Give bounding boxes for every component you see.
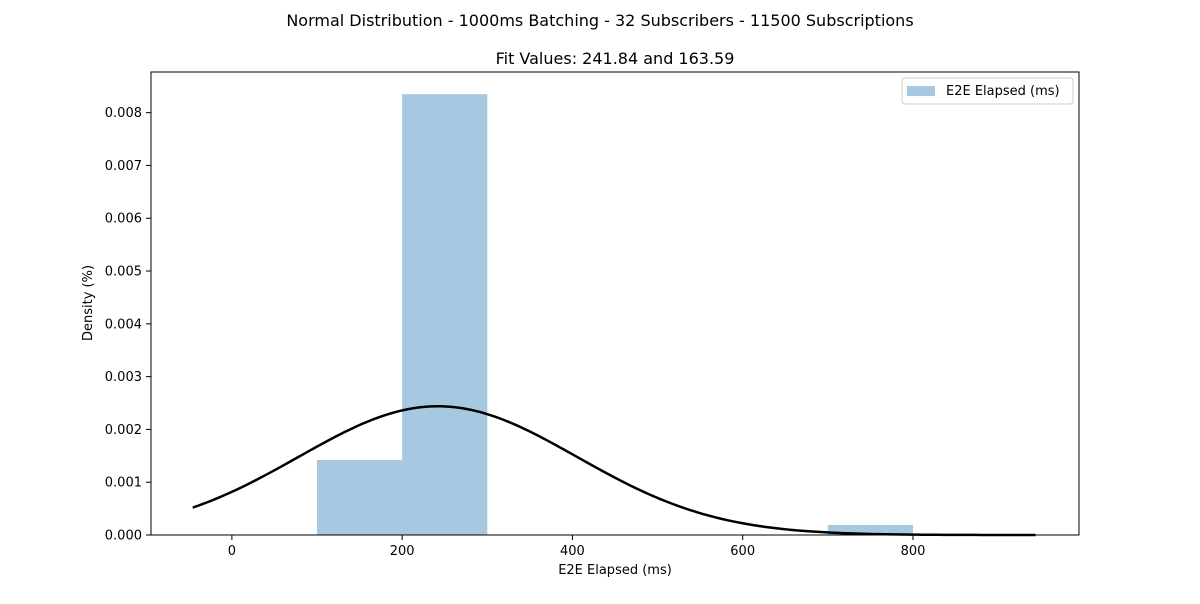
y-tick-label: 0.008	[105, 106, 142, 121]
x-tick-label: 0	[228, 544, 236, 559]
chart-suptitle: Normal Distribution - 1000ms Batching - …	[286, 11, 913, 30]
y-tick-label: 0.003	[105, 370, 142, 385]
y-tick-label: 0.000	[105, 529, 142, 544]
y-tick-label: 0.001	[105, 476, 142, 491]
y-axis-label: Density (%)	[81, 265, 96, 341]
legend-label: E2E Elapsed (ms)	[946, 84, 1060, 99]
chart-title: Fit Values: 241.84 and 163.59	[496, 49, 735, 68]
histogram-bar	[317, 460, 402, 535]
y-tick-label: 0.004	[105, 317, 142, 332]
x-tick-label: 200	[390, 544, 415, 559]
y-tick-label: 0.006	[105, 212, 142, 227]
y-tick-label: 0.007	[105, 159, 142, 174]
x-tick-label: 600	[730, 544, 755, 559]
x-tick-label: 400	[560, 544, 585, 559]
histogram-bar	[402, 94, 487, 535]
legend-swatch	[907, 86, 935, 96]
histogram-bars	[232, 94, 913, 535]
x-axis: 0 200 400 600 800	[228, 535, 926, 559]
legend: E2E Elapsed (ms)	[902, 78, 1073, 104]
y-axis: 0.000 0.001 0.002 0.003 0.004 0.005 0.006 0.007…	[105, 106, 151, 543]
x-tick-label: 800	[901, 544, 926, 559]
axes-frame	[151, 72, 1079, 535]
x-axis-label: E2E Elapsed (ms)	[558, 563, 672, 578]
y-tick-label: 0.002	[105, 423, 142, 438]
y-tick-label: 0.005	[105, 265, 142, 280]
